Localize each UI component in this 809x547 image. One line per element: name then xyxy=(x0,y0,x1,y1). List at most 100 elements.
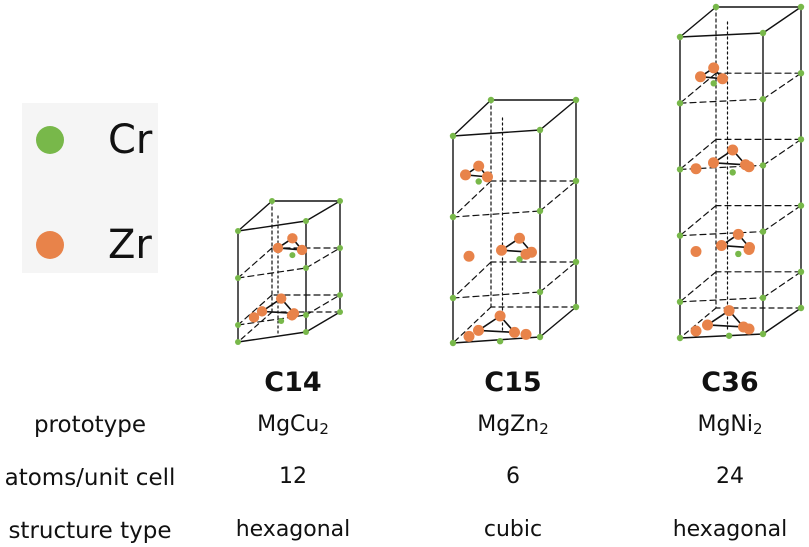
c36-layer-plane xyxy=(762,205,802,233)
zr-legend-marker xyxy=(36,231,64,259)
c14-cr-atom xyxy=(289,252,296,259)
c15-edge xyxy=(539,306,577,338)
c36-zr-atom xyxy=(723,305,735,317)
c14-structure-type: hexagonal xyxy=(235,517,351,542)
c14-hidden-edge xyxy=(237,311,273,343)
c15-prototype: MgZn2 xyxy=(477,412,549,438)
c36-cr-atom xyxy=(797,202,805,209)
c36-zr-atom xyxy=(695,71,706,83)
c14-title: C14 xyxy=(264,367,322,398)
c14-atoms: 12 xyxy=(279,464,307,489)
c36-zr-atom xyxy=(716,240,727,252)
c14-cr-atom xyxy=(337,198,343,204)
atoms-row-label: atoms/unit cell xyxy=(4,465,176,491)
c15-cr-atom xyxy=(536,333,544,341)
c36-zr-atom xyxy=(732,228,744,240)
cr-legend-marker xyxy=(36,126,64,154)
c15-zr-atom xyxy=(496,244,507,256)
c15-edge xyxy=(452,99,492,137)
c36-cr-atom xyxy=(676,334,684,342)
c36-cr-atom xyxy=(759,29,767,37)
c14-zr-atom xyxy=(286,310,298,321)
c36-zr-atom xyxy=(727,144,739,156)
c15-edge xyxy=(452,129,541,137)
c36-edge xyxy=(679,6,717,38)
c15-cr-atom xyxy=(496,338,504,345)
legend: Cr Zr xyxy=(22,103,158,273)
c36-zr-atom xyxy=(743,323,755,335)
c15-cr-atom xyxy=(572,258,580,266)
c36-layer-plane xyxy=(762,138,802,166)
c14-cr-atom xyxy=(269,198,275,204)
c36-cr-atom xyxy=(725,332,733,339)
c15-zr-atom xyxy=(520,328,532,340)
zr-legend-label: Zr xyxy=(108,222,152,268)
c36-cr-atom xyxy=(676,33,684,41)
c14-layer-plane xyxy=(237,294,273,326)
c36-zr-atom xyxy=(702,319,713,331)
c15-title: C15 xyxy=(484,367,542,398)
c14-layer-plane xyxy=(237,247,273,279)
c15-cr-atom xyxy=(536,207,544,215)
c36-cr-atom xyxy=(676,100,684,107)
c15-zr-atom xyxy=(463,330,475,342)
c15-zr-atom xyxy=(482,171,493,183)
c15-zr-atom xyxy=(460,169,471,181)
c14-zr-atom xyxy=(276,293,287,304)
c14-cr-atom xyxy=(337,309,343,315)
c36-prototype: MgNi2 xyxy=(697,412,763,438)
c14-zr-atom xyxy=(248,312,260,323)
c15-zr-atom xyxy=(514,232,525,244)
c15-layer-plane xyxy=(452,261,492,299)
c36-structure-type: hexagonal xyxy=(672,517,788,542)
c14-zr-atom xyxy=(272,242,284,254)
c14-zr-atom xyxy=(287,233,298,244)
type-row-label: structure type xyxy=(8,518,172,544)
c14-zr-atom xyxy=(256,306,268,317)
c14-cr-atom xyxy=(235,322,241,328)
c36-cr-atom xyxy=(735,250,742,258)
c15-structure-type: cubic xyxy=(483,517,543,542)
c36-cr-atom xyxy=(676,298,684,305)
c15-zr-atom xyxy=(463,250,475,262)
c14-cr-atom xyxy=(303,312,309,318)
cr-legend-label: Cr xyxy=(108,117,153,163)
c36-cr-atom xyxy=(797,70,805,77)
c14-layer-plane xyxy=(305,247,341,269)
c36-layer-plane xyxy=(679,98,764,104)
c36-layer-plane xyxy=(679,72,717,104)
c15-edge xyxy=(539,99,577,131)
c14-prototype: MgCu2 xyxy=(257,412,329,438)
c36-layer-plane xyxy=(679,231,764,237)
c36-zr-atom xyxy=(743,244,755,256)
c14-layer-plane xyxy=(237,267,307,279)
c15-cr-atom xyxy=(449,294,457,302)
c36-title: C36 xyxy=(701,367,759,398)
c15-cr-atom xyxy=(487,96,495,104)
c14-edge xyxy=(305,311,341,333)
c36-cr-atom xyxy=(712,3,720,11)
c36-cr-atom xyxy=(759,294,767,301)
c36-cr-atom xyxy=(759,330,767,338)
c36-edge xyxy=(679,333,764,339)
c15-zr-atom xyxy=(509,326,520,338)
c15-layer-plane xyxy=(452,291,541,299)
c14-cr-atom xyxy=(337,292,343,298)
c15-atoms: 6 xyxy=(506,464,520,489)
c15-cr-atom xyxy=(536,288,544,296)
c15-layer-plane xyxy=(539,180,577,212)
c36-bond xyxy=(706,324,745,328)
c36-atoms: 24 xyxy=(716,464,744,489)
c15-zr-atom xyxy=(473,160,485,172)
c36-zr-atom xyxy=(708,157,719,169)
c14-zr-atom xyxy=(296,244,308,256)
c36-cr-atom xyxy=(676,166,684,173)
prototype-row-label: prototype xyxy=(33,412,147,438)
c14-cr-atom xyxy=(303,329,309,335)
c36-layer-plane xyxy=(679,205,717,237)
c15-layer-plane xyxy=(452,210,541,218)
c14-edge xyxy=(237,331,307,343)
c15-cr-atom xyxy=(572,303,580,311)
c14-edge xyxy=(237,200,273,232)
c36-layer-plane xyxy=(762,72,802,100)
